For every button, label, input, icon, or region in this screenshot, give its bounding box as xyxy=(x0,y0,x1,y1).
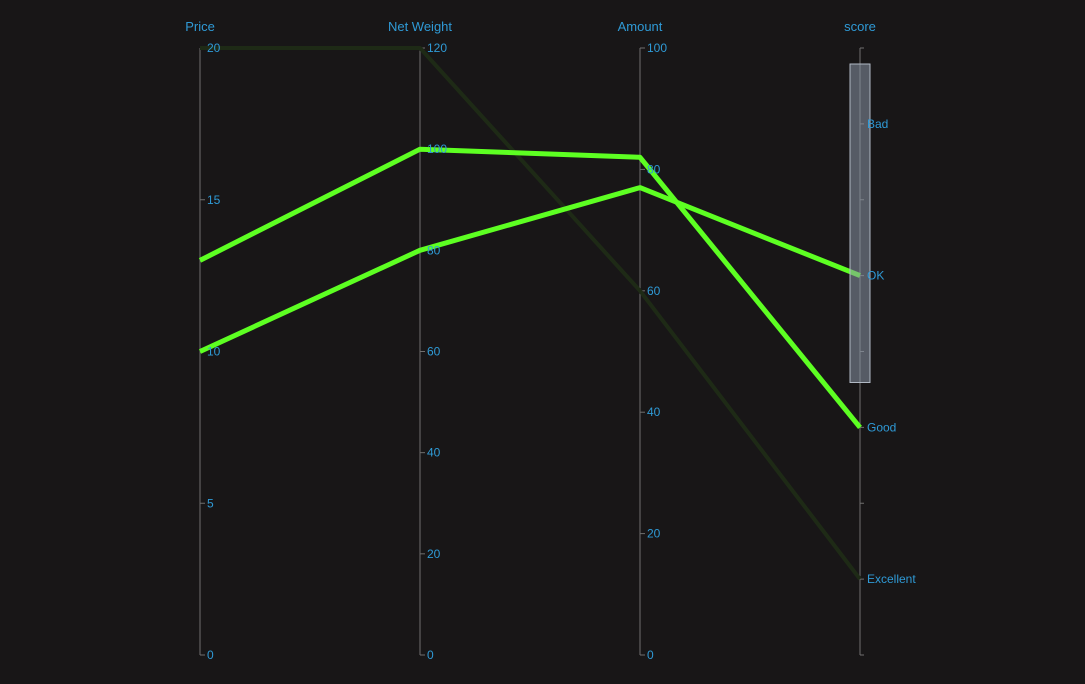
series-line-active-1 xyxy=(198,146,862,429)
brush-layer[interactable] xyxy=(849,63,871,383)
tick-label-score-good: Good xyxy=(867,420,896,434)
tick-label-score-ok: OK xyxy=(867,269,884,283)
tick-label-amount-100: 100 xyxy=(647,41,667,55)
tick-label-score-excellent: Excellent xyxy=(867,572,916,586)
tick-label-net-weight-0: 0 xyxy=(427,648,434,662)
tick-label-score-bad: Bad xyxy=(867,117,888,131)
tick-label-amount-40: 40 xyxy=(647,405,661,419)
tick-label-price-20: 20 xyxy=(207,41,221,55)
tick-label-amount-0: 0 xyxy=(647,648,654,662)
tick-label-price-0: 0 xyxy=(207,648,214,662)
tick-label-price-5: 5 xyxy=(207,496,214,510)
tick-label-net-weight-100: 100 xyxy=(427,142,447,156)
axis-title-net-weight: Net Weight xyxy=(388,19,452,34)
series-line-inactive-0 xyxy=(200,46,862,581)
tick-label-net-weight-80: 80 xyxy=(427,243,441,257)
tick-label-net-weight-120: 120 xyxy=(427,41,447,55)
tick-label-net-weight-40: 40 xyxy=(427,446,441,460)
labels-layer: Price 0 5 10 15 20 Net Weight 0 20 40 60 80 100 120 Am… xyxy=(185,19,916,662)
tick-label-net-weight-60: 60 xyxy=(427,345,441,359)
axis-title-amount: Amount xyxy=(618,19,663,34)
tick-label-price-15: 15 xyxy=(207,193,221,207)
axis-title-price: Price xyxy=(185,19,215,34)
tick-label-net-weight-20: 20 xyxy=(427,547,441,561)
series-line-active-2 xyxy=(198,185,861,354)
tick-label-amount-20: 20 xyxy=(647,527,661,541)
brush-selection[interactable] xyxy=(849,63,871,383)
lines-layer xyxy=(198,46,862,581)
axes-layer xyxy=(199,47,864,656)
tick-label-amount-80: 80 xyxy=(647,162,661,176)
tick-label-price-10: 10 xyxy=(207,345,221,359)
tick-label-amount-60: 60 xyxy=(647,284,661,298)
axis-title-score: score xyxy=(844,19,876,34)
